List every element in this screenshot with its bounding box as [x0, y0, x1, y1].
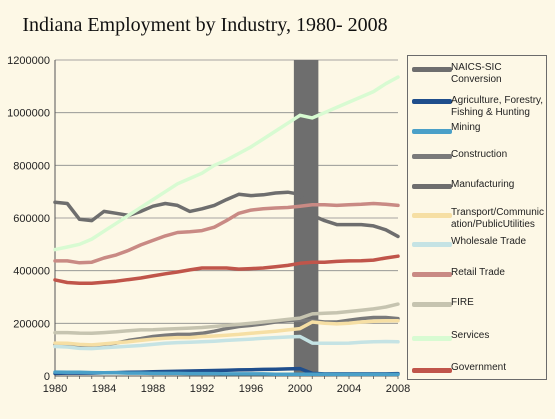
- series-line-fire: [53, 302, 400, 336]
- series-layer: [53, 75, 400, 377]
- legend-swatch: [412, 242, 452, 247]
- x-tick-label: 2004: [337, 383, 361, 395]
- series-line-mining: [53, 370, 400, 377]
- y-tick-label: 0: [44, 371, 50, 383]
- x-tick-label: 1988: [141, 383, 165, 395]
- legend-label: Agriculture, Forestry, Fishing & Hunting: [451, 95, 544, 118]
- legend-swatch: [412, 302, 452, 307]
- y-tick-label: 600000: [13, 213, 50, 225]
- y-tick-label: 1200000: [7, 55, 50, 67]
- legend-label: Wholesale Trade: [451, 236, 527, 247]
- series-line-services: [53, 75, 400, 252]
- legend-swatch: [412, 154, 452, 159]
- x-tick-label: 2008: [386, 383, 410, 395]
- series-line-manufacturing: [53, 190, 400, 239]
- legend-label: Services: [451, 330, 490, 341]
- legend-swatch: [412, 129, 452, 134]
- legend-swatch: [412, 99, 452, 104]
- legend-swatch: [412, 184, 452, 189]
- legend-label: Transport/Communic ation/PublicUtilities: [451, 207, 544, 230]
- legend-label: Construction: [451, 149, 508, 160]
- x-tick-label: 2000: [288, 383, 312, 395]
- legend: NAICS-SIC Conversion Agriculture, Forestr…: [407, 55, 547, 380]
- legend-swatch: [412, 213, 452, 218]
- y-tick-label: 400000: [13, 266, 50, 278]
- y-tick-label: 200000: [13, 318, 50, 330]
- series-line-retail-trade: [53, 201, 400, 265]
- legend-label: FIRE: [451, 297, 474, 308]
- x-tick-label: 1992: [190, 383, 214, 395]
- legend-label: Retail Trade: [451, 267, 505, 278]
- chart-title: Indiana Employment by Industry, 1980- 20…: [22, 14, 388, 36]
- y-tick-label: 800000: [13, 160, 50, 172]
- tick-labels: 0 200000 400000 600000 800000 1000000 1200000 1…: [7, 55, 410, 395]
- series-line-government: [53, 254, 400, 286]
- legend-swatch: [412, 272, 452, 277]
- x-tick-label: 1996: [239, 383, 263, 395]
- legend-swatch: [412, 67, 452, 72]
- legend-label: NAICS-SIC Conversion: [451, 62, 502, 85]
- legend-swatch: [412, 368, 452, 373]
- legend-swatch: [412, 336, 452, 341]
- series-line-transport-communication-publicutilities: [53, 318, 400, 347]
- x-tick-label: 1980: [43, 383, 67, 395]
- legend-label: Mining: [451, 122, 481, 133]
- legend-label: Manufacturing: [451, 179, 515, 190]
- series-line-wholesale-trade: [53, 334, 400, 351]
- x-tick-label: 1984: [92, 383, 116, 395]
- y-tick-label: 1000000: [7, 108, 50, 120]
- legend-label: Government: [451, 362, 507, 373]
